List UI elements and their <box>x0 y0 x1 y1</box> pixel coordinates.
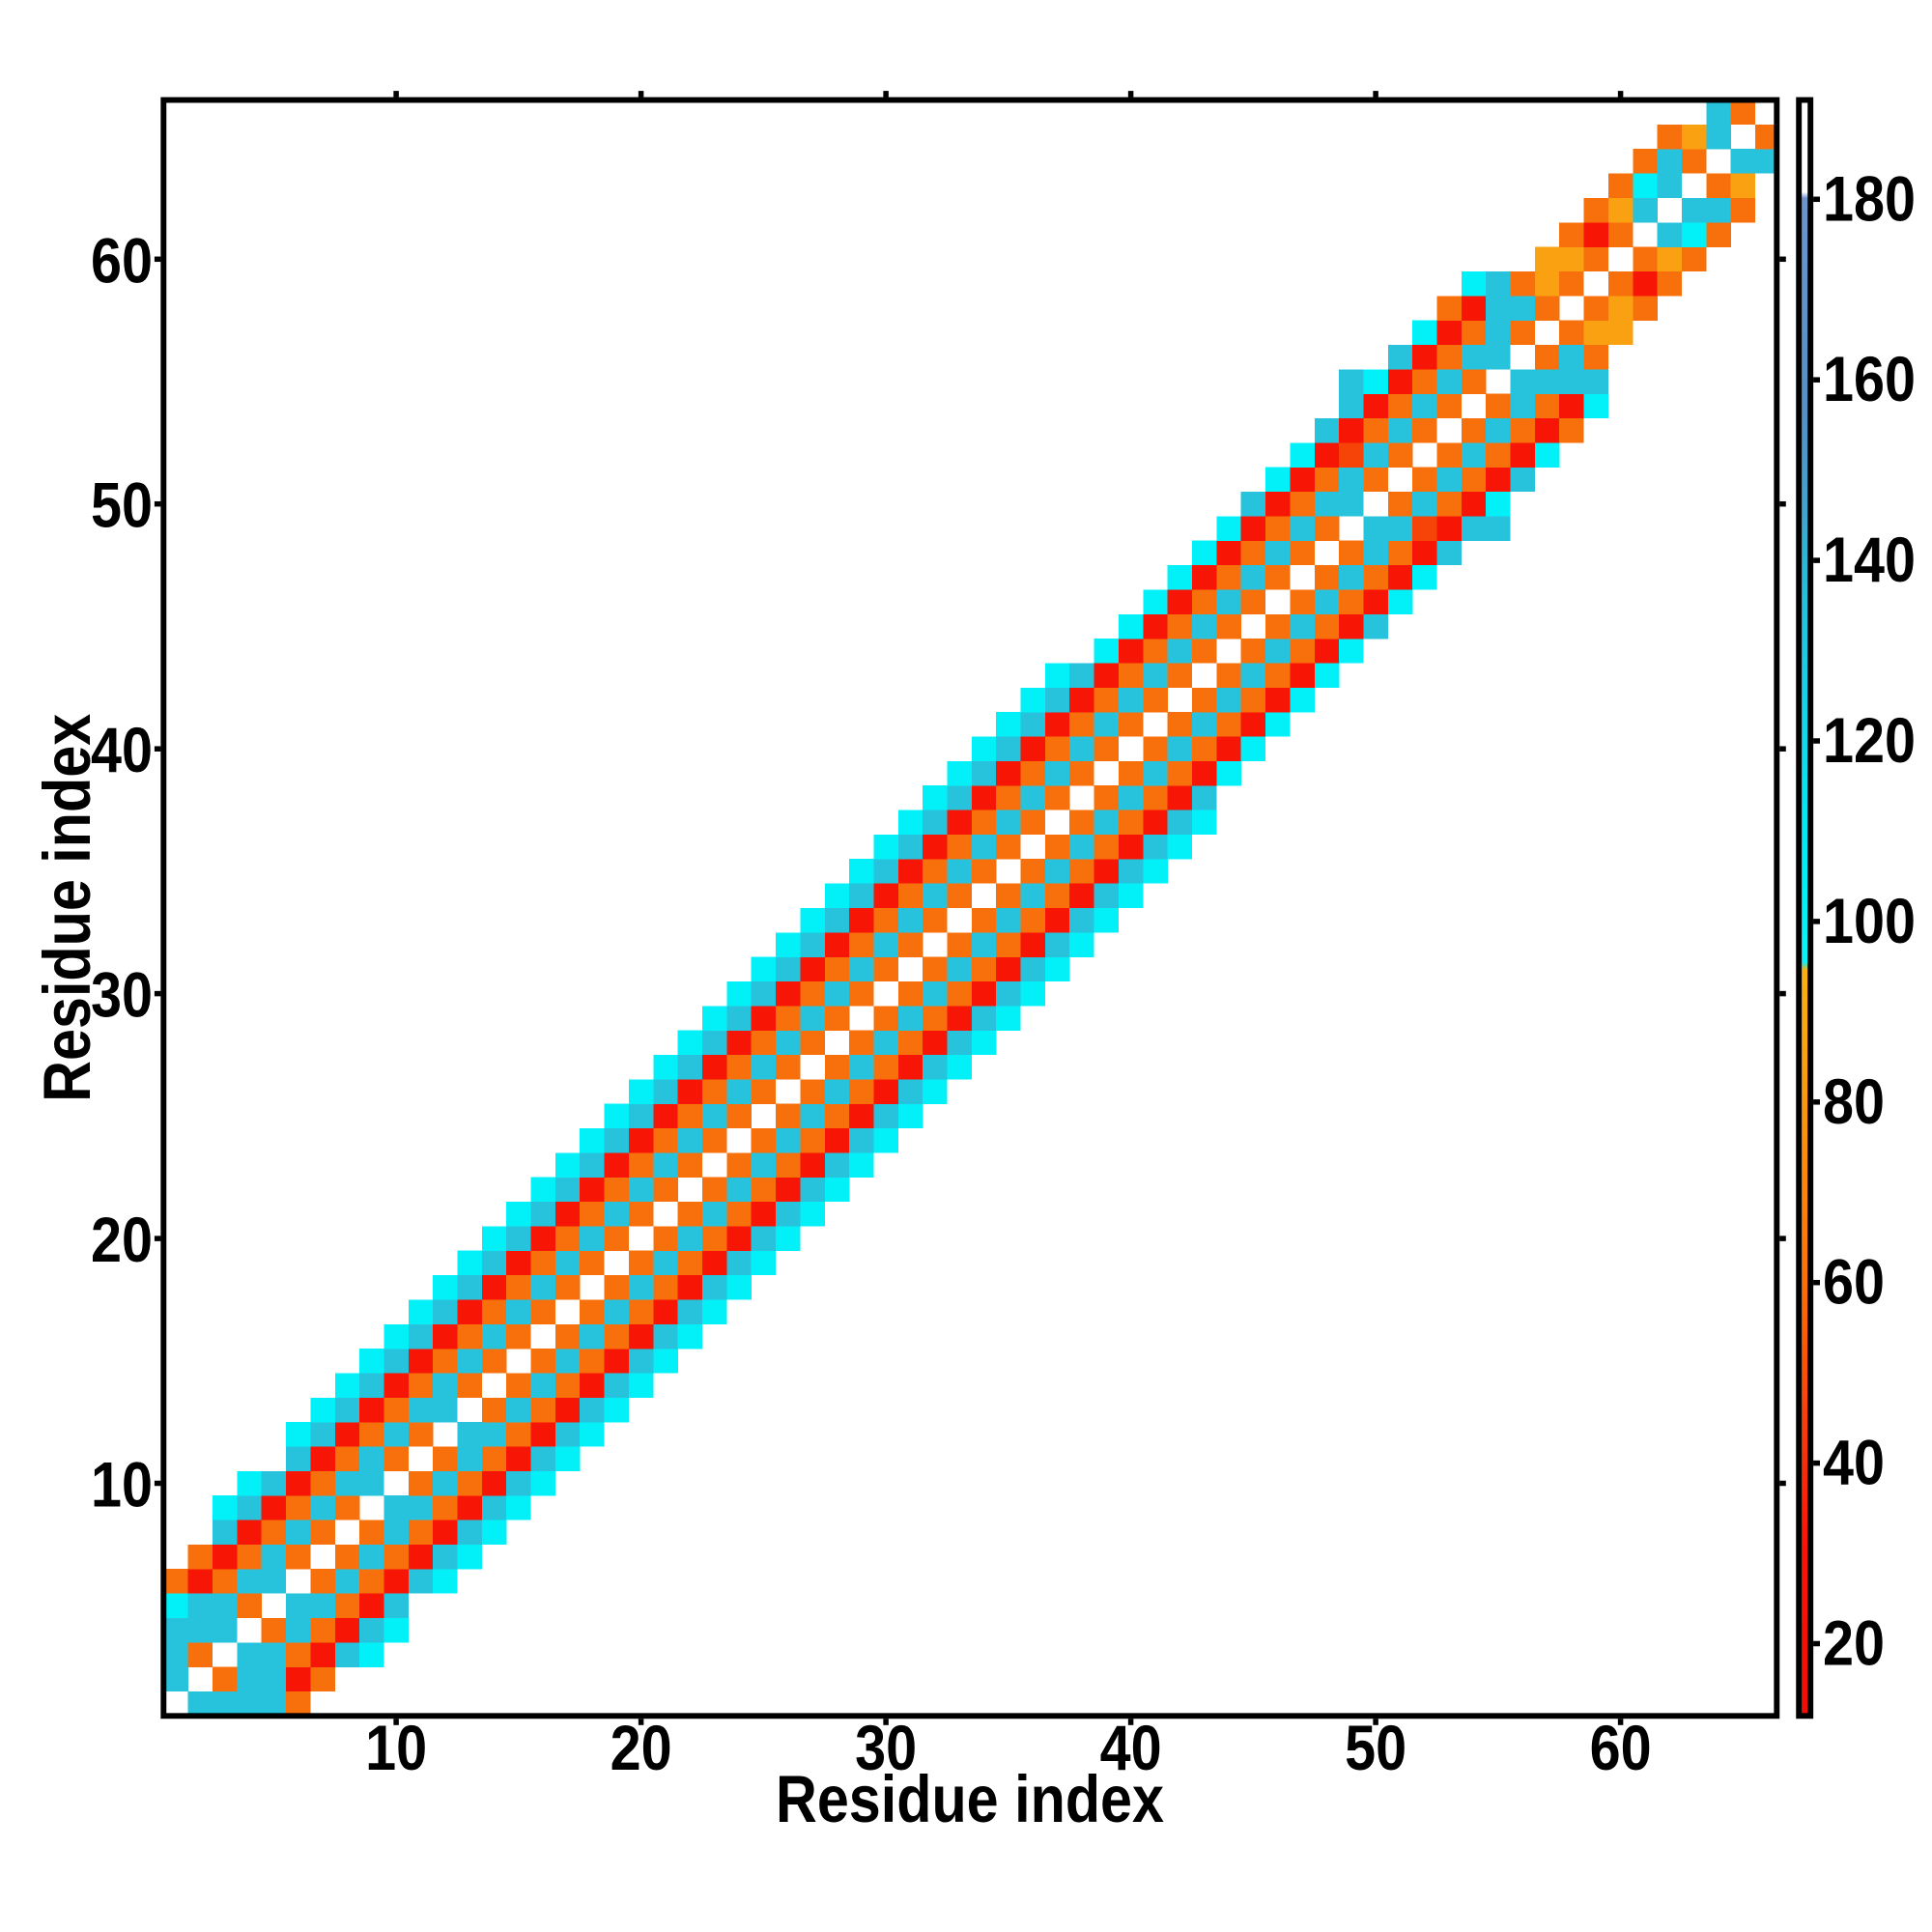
svg-text:60: 60 <box>91 224 153 296</box>
svg-text:160: 160 <box>1823 343 1916 414</box>
svg-text:Residue index: Residue index <box>30 714 104 1102</box>
svg-text:20: 20 <box>611 1712 672 1783</box>
svg-text:80: 80 <box>1823 1065 1885 1137</box>
svg-text:100: 100 <box>1823 885 1916 956</box>
svg-text:40: 40 <box>91 714 153 785</box>
svg-text:30: 30 <box>91 959 153 1031</box>
svg-text:50: 50 <box>1345 1712 1406 1783</box>
svg-text:40: 40 <box>1823 1427 1885 1498</box>
svg-text:30: 30 <box>855 1712 917 1783</box>
svg-text:140: 140 <box>1823 524 1916 595</box>
svg-text:60: 60 <box>1590 1712 1652 1783</box>
svg-text:20: 20 <box>91 1204 153 1275</box>
svg-text:50: 50 <box>91 469 153 541</box>
svg-text:10: 10 <box>365 1712 427 1783</box>
svg-text:20: 20 <box>1823 1607 1885 1679</box>
svg-text:180: 180 <box>1823 162 1916 234</box>
svg-text:60: 60 <box>1823 1246 1885 1318</box>
svg-text:10: 10 <box>91 1449 153 1520</box>
svg-text:Residue index: Residue index <box>776 1762 1164 1836</box>
svg-text:40: 40 <box>1100 1712 1162 1783</box>
svg-text:120: 120 <box>1823 704 1916 776</box>
